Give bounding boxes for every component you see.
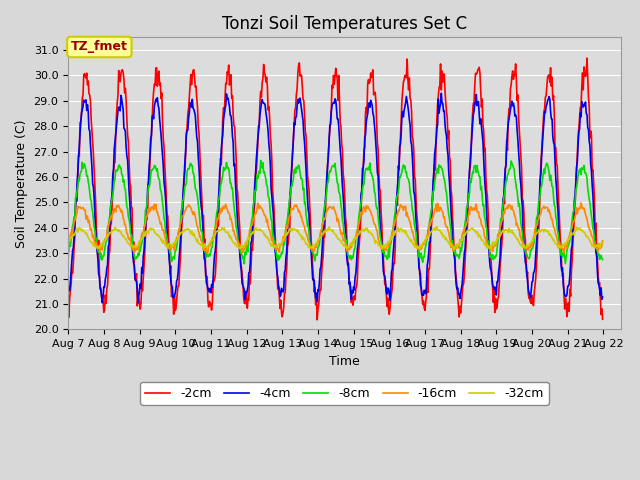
- Title: Tonzi Soil Temperatures Set C: Tonzi Soil Temperatures Set C: [222, 15, 467, 33]
- X-axis label: Time: Time: [330, 355, 360, 368]
- Line: -2cm: -2cm: [68, 58, 603, 320]
- Line: -32cm: -32cm: [68, 227, 603, 250]
- Legend: -2cm, -4cm, -8cm, -16cm, -32cm: -2cm, -4cm, -8cm, -16cm, -32cm: [141, 382, 549, 405]
- Line: -8cm: -8cm: [68, 160, 603, 264]
- Line: -16cm: -16cm: [68, 203, 603, 253]
- Text: TZ_fmet: TZ_fmet: [71, 40, 128, 53]
- Y-axis label: Soil Temperature (C): Soil Temperature (C): [15, 119, 28, 248]
- Line: -4cm: -4cm: [68, 93, 603, 303]
